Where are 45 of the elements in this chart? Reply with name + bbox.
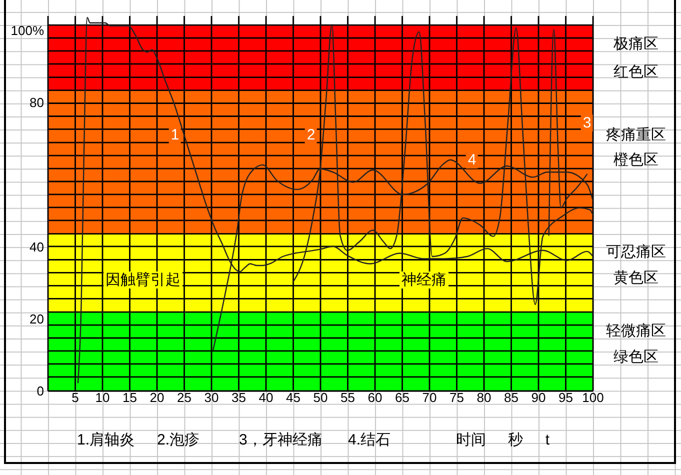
y-tick-label: 80 <box>30 95 44 110</box>
annotation: 因触臂引起 <box>104 272 182 288</box>
annotation: 4 <box>466 152 478 168</box>
x-tick-label: 100 <box>582 390 604 406</box>
x-tick-label: 25 <box>177 390 192 406</box>
x-tick-label: 85 <box>504 390 518 406</box>
text: 红色区 <box>614 64 658 80</box>
x-tick-label: 10 <box>95 390 110 406</box>
y-tick-label: 100% <box>10 23 44 38</box>
text: 2.泡疹 <box>157 432 200 448</box>
y-tick-label: 40 <box>30 239 44 254</box>
x-tick-label: 50 <box>313 390 328 406</box>
x-tick-label: 55 <box>340 390 355 406</box>
y-tick-label: 0 <box>36 384 44 399</box>
line-series <box>77 16 593 384</box>
y-tick-label: 20 <box>30 312 44 326</box>
text: 3，牙神经痛 <box>239 432 322 448</box>
x-tick-label: 40 <box>258 390 274 406</box>
x-tick-label: 65 <box>395 390 410 406</box>
annotation: 2 <box>304 126 318 144</box>
x-tick-label: 20 <box>150 390 164 406</box>
x-tick-label: 30 <box>204 390 219 406</box>
annotation: 1 <box>168 126 182 144</box>
x-tick-label: 5 <box>72 390 79 406</box>
band-label: 轻微痛区 <box>606 322 666 340</box>
x-tick-label: 15 <box>122 390 137 406</box>
x-tick-label: 95 <box>558 390 573 406</box>
x-tick-label: 60 <box>368 390 382 406</box>
annotation: 3 <box>580 114 594 132</box>
band-label: 极痛区 <box>614 36 658 52</box>
text: 1.肩轴炎 <box>77 432 135 448</box>
x-axis-title: 时间 秒 t <box>456 432 550 448</box>
x-tick-label: 45 <box>286 390 300 406</box>
text: 4.结石 <box>348 432 391 448</box>
x-tick-label: 80 <box>476 390 492 406</box>
x-tick-label: 35 <box>232 390 246 406</box>
band-label: 可忍痛区 <box>606 244 666 260</box>
annotation: 神经痛 <box>400 272 448 288</box>
x-tick-label: 75 <box>450 390 464 406</box>
x-tick-label: 70 <box>422 390 437 406</box>
x-tick-label: 90 <box>531 390 546 406</box>
text: 绿色区 <box>614 348 658 366</box>
text: 橙色区 <box>614 152 658 168</box>
band-label: 疼痛重区 <box>606 126 666 144</box>
text: 黄色区 <box>614 270 658 286</box>
